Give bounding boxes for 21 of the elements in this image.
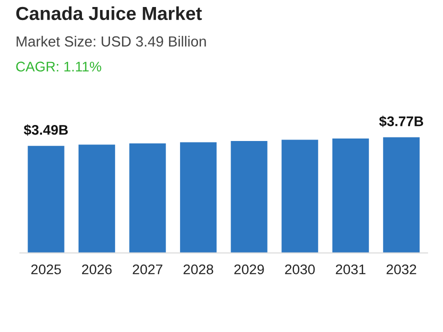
bar [383, 137, 420, 253]
text: CAGR: 1.11% [16, 62, 102, 72]
bar [129, 143, 166, 253]
bar [180, 142, 217, 253]
x-tick-label: 2032 [386, 264, 416, 274]
chart-title: Canada Juice Market [16, 6, 202, 20]
x-tick-label: 2030 [285, 264, 315, 274]
data-label: $3.49B [24, 124, 68, 136]
bar [28, 146, 64, 253]
bar [332, 138, 369, 253]
x-tick-label: 2027 [132, 264, 162, 274]
chart-subtitle: Market Size: USD 3.49 Billion [16, 36, 206, 47]
bar [282, 140, 318, 253]
x-tick-label: 2029 [234, 264, 264, 274]
data-label: $3.77B [379, 116, 424, 128]
x-tick-label: 2028 [184, 264, 214, 274]
x-tick-label: 2031 [336, 264, 366, 274]
bar [230, 140, 268, 253]
x-tick-label: 2026 [82, 264, 112, 274]
x-tick-label: 2025 [31, 264, 61, 274]
bar [78, 144, 116, 253]
